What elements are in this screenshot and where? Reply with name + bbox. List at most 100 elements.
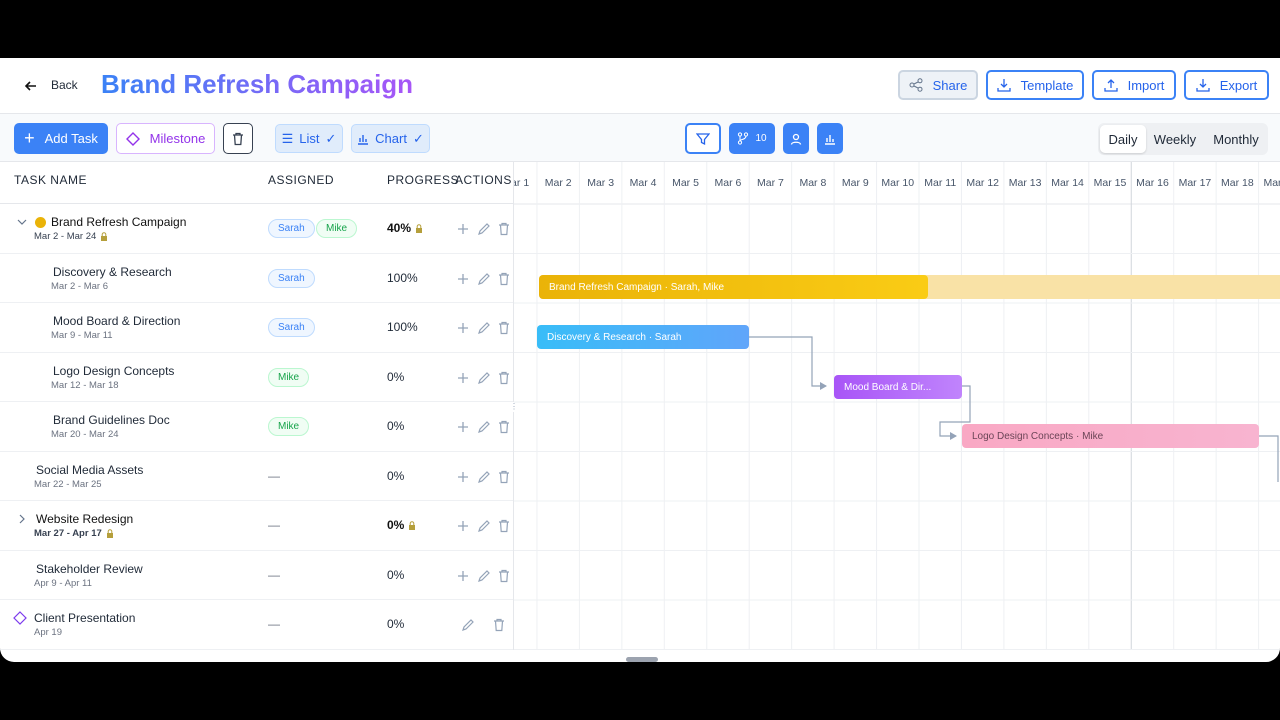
edit-button[interactable] xyxy=(477,519,491,533)
delete-task-button[interactable] xyxy=(497,470,511,484)
task-bar[interactable]: Discovery & Research · Sarah xyxy=(537,325,749,349)
day-label: Mar 14 xyxy=(1051,177,1084,189)
list-label: List xyxy=(299,131,320,146)
add-subtask-button[interactable] xyxy=(457,570,469,582)
day-label: Mar 3 xyxy=(587,177,614,189)
chart-view-button[interactable]: Chart ✓ xyxy=(351,124,430,153)
day-label: Mar 10 xyxy=(881,177,914,189)
header-action-button-text: Export xyxy=(1219,77,1258,93)
progress-text: 0% xyxy=(387,617,405,631)
assignee-chip[interactable]: Sarah xyxy=(268,268,315,288)
delete-task-button[interactable] xyxy=(497,569,511,583)
assignee-button[interactable] xyxy=(783,123,809,154)
delete-task-button[interactable] xyxy=(497,272,511,286)
add-task-button[interactable]: + Add Task xyxy=(14,123,108,154)
expand-toggle[interactable] xyxy=(16,216,28,228)
scroll-handle[interactable] xyxy=(626,657,658,662)
assignee-chip[interactable]: Sarah xyxy=(268,219,315,238)
delete-task-button[interactable] xyxy=(497,321,511,335)
add-subtask-button[interactable] xyxy=(457,322,469,334)
header xyxy=(0,58,1280,114)
add-subtask-button[interactable] xyxy=(457,223,469,235)
assignee-empty-text: — xyxy=(268,468,280,483)
header-action-button[interactable]: Share xyxy=(898,70,978,100)
task-dates-text: Mar 9 - Mar 11 xyxy=(51,330,113,341)
column-header-text: ACTIONS xyxy=(455,173,512,187)
task-name: Mood Board & Direction xyxy=(53,314,180,328)
progress-text: 40% xyxy=(387,221,412,235)
edit-button[interactable] xyxy=(477,470,491,484)
header-action-button[interactable]: Export xyxy=(1184,70,1269,100)
task-name-text: Client Presentation xyxy=(34,611,136,625)
assignee-chip[interactable]: Sarah xyxy=(268,318,315,337)
edit-button[interactable] xyxy=(477,371,491,385)
task-name-text: Social Media Assets xyxy=(36,462,144,477)
task-dates: Mar 2 - Mar 24 xyxy=(34,231,108,242)
task-name-text: Logo Design Concepts xyxy=(53,363,175,378)
task-dates: Apr 9 - Apr 11 xyxy=(34,578,92,589)
stats-button[interactable] xyxy=(817,123,843,154)
edit-button[interactable] xyxy=(477,222,491,236)
header-action-button[interactable]: Import xyxy=(1092,70,1176,100)
back-icon[interactable] xyxy=(23,78,39,94)
delete-task-button[interactable] xyxy=(497,420,511,434)
header-action-button[interactable]: Template xyxy=(986,70,1084,100)
add-subtask-button[interactable] xyxy=(457,520,469,532)
edit-button[interactable] xyxy=(477,321,491,335)
milestone-button[interactable]: Milestone xyxy=(116,123,215,154)
task-name: Stakeholder Review xyxy=(36,562,143,576)
bar-label: Logo Design Concepts · Mike xyxy=(972,430,1104,442)
expand-toggle[interactable] xyxy=(16,513,28,525)
dependencies-button[interactable]: 10 xyxy=(729,123,775,154)
task-name: Client Presentation xyxy=(34,611,135,625)
edit-button[interactable] xyxy=(477,420,491,434)
assignee-chip[interactable]: Mike xyxy=(268,417,310,436)
column-header: ACTIONS xyxy=(455,173,512,187)
table-row xyxy=(0,501,513,551)
table-row xyxy=(0,254,513,303)
task-bar[interactable]: Logo Design Concepts · Mike xyxy=(962,424,1259,448)
day-label: Mar 16 xyxy=(1136,177,1169,189)
view-tab[interactable]: Daily xyxy=(1100,125,1146,153)
task-name: Brand Refresh Campaign xyxy=(51,215,186,229)
add-subtask-button[interactable] xyxy=(457,372,469,384)
task-bar[interactable]: Mood Board & Dir... xyxy=(834,375,962,399)
day-label: Mar 18 xyxy=(1221,177,1254,189)
day-label: Mar 11 xyxy=(924,177,956,189)
task-name-text: Discovery & Research xyxy=(53,264,172,279)
progress-text: 100% xyxy=(387,320,418,334)
status-dot xyxy=(35,217,46,228)
progress: 0% xyxy=(387,419,404,433)
edit-button[interactable] xyxy=(477,272,491,286)
day-label: Mar 7 xyxy=(757,177,784,189)
filter-button[interactable] xyxy=(685,123,721,154)
resize-grip[interactable]: ⋮ xyxy=(510,402,518,412)
assignee-chip[interactable]: Mike xyxy=(268,367,310,387)
add-subtask-button[interactable] xyxy=(457,421,469,433)
back-button[interactable]: Back xyxy=(51,78,78,92)
list-view-button[interactable]: ☰ List ✓ xyxy=(275,124,343,153)
add-subtask-button[interactable] xyxy=(457,471,469,483)
delete-task-button[interactable] xyxy=(497,519,511,533)
day-label: Mar 5 xyxy=(672,177,699,189)
task-dates: Mar 27 - Apr 17 xyxy=(34,528,114,539)
task-name: Logo Design Concepts xyxy=(53,364,174,378)
progress-text: 100% xyxy=(387,270,418,285)
edit-button[interactable] xyxy=(461,618,475,632)
view-tab-text: Weekly xyxy=(1153,131,1197,147)
header-action-button-text: Template xyxy=(1020,77,1074,93)
task-bar[interactable]: Brand Refresh Campaign · Sarah, Mike xyxy=(539,275,928,299)
view-tab[interactable]: Monthly xyxy=(1204,125,1268,153)
view-tab[interactable]: Weekly xyxy=(1146,125,1204,153)
day-label: Mar 2 xyxy=(545,177,572,189)
delete-task-button[interactable] xyxy=(497,222,511,236)
delete-button[interactable] xyxy=(223,123,253,154)
add-task-label: Add Task xyxy=(44,131,98,146)
milestone-label: Milestone xyxy=(149,131,206,146)
delete-task-button[interactable] xyxy=(497,371,511,385)
task-dates-text: Mar 2 - Mar 6 xyxy=(51,280,109,292)
edit-button[interactable] xyxy=(477,569,491,583)
add-subtask-button[interactable] xyxy=(457,273,469,285)
delete-task-button[interactable] xyxy=(492,618,506,632)
assignee-chip[interactable]: Mike xyxy=(316,219,358,238)
